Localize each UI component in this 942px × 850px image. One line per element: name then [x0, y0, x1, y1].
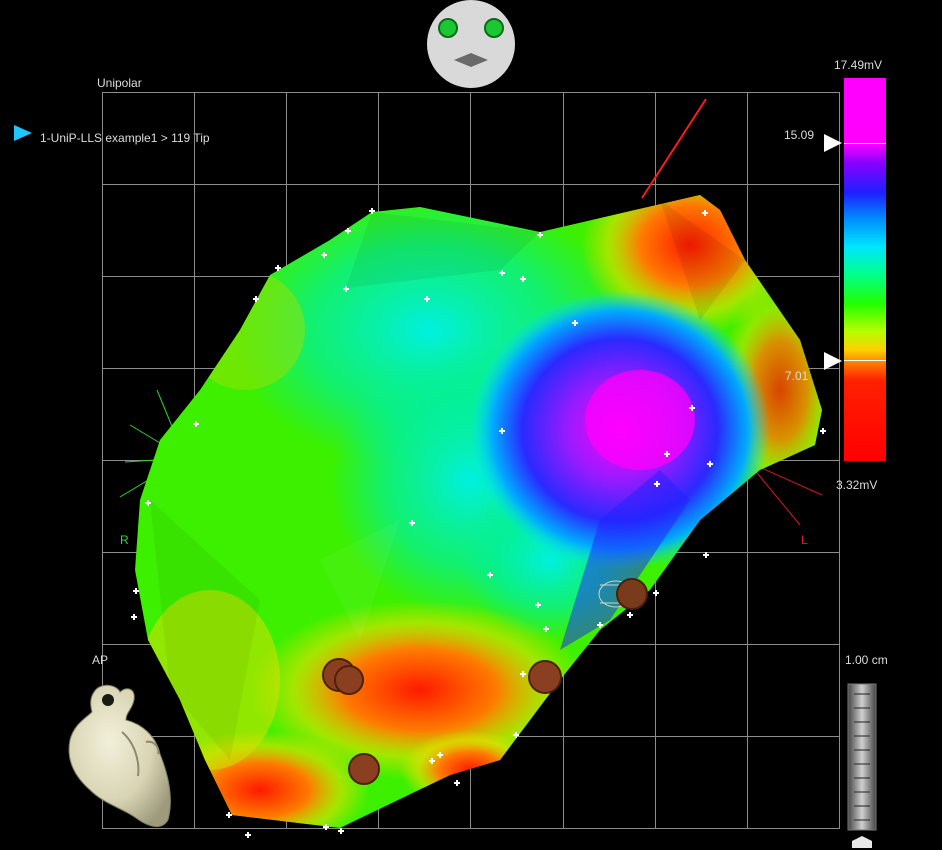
upper-threshold-value: 15.09 — [784, 128, 815, 142]
catheter-shaft-line — [641, 98, 707, 199]
catheter-label: 1-UniP-LLS example1 > 119 Tip — [40, 131, 210, 145]
catheter-arrow-icon[interactable] — [14, 125, 34, 143]
left-axis-label: L — [801, 533, 808, 547]
lower-threshold-handle[interactable] — [824, 352, 844, 370]
heart-model-icon[interactable] — [64, 680, 180, 830]
sample-points — [131, 208, 826, 838]
scale-bar — [847, 683, 877, 848]
orientation-label: AP — [92, 653, 109, 667]
scale-bar-label: 1.00 cm — [845, 653, 888, 667]
scale-min-label: 3.32mV — [836, 478, 878, 492]
voltage-map-shell — [135, 195, 822, 828]
lower-threshold-line — [844, 360, 886, 361]
scale-max-label: 17.49mV — [834, 58, 883, 72]
voltage-color-bar — [844, 78, 886, 461]
right-axis-label: R — [120, 533, 129, 547]
head-orientation-icon[interactable] — [424, 0, 518, 90]
lower-threshold-value: 7.01 — [785, 369, 809, 383]
upper-threshold-line — [844, 143, 886, 144]
map-type-label: Unipolar — [97, 76, 142, 90]
upper-threshold-handle[interactable] — [824, 134, 844, 152]
catheter-tip-electrode — [598, 578, 648, 610]
scale-bar-handle-icon — [852, 836, 872, 848]
ablation-tags — [322, 658, 562, 785]
